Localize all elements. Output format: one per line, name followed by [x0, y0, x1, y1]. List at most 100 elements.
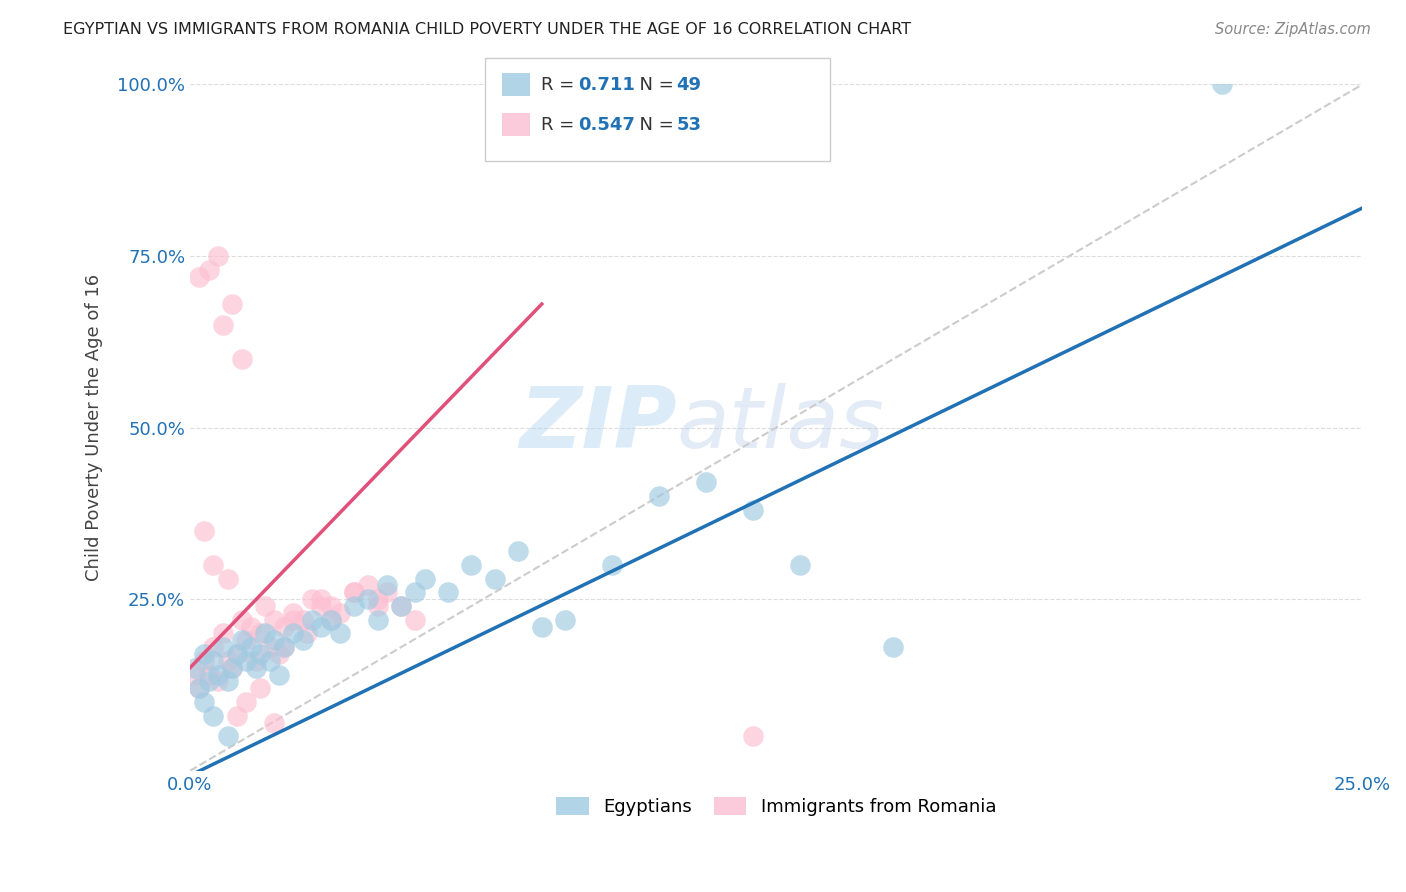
Point [375, 585, 398, 599]
Point [198, 674, 221, 689]
Point [367, 592, 389, 607]
Point [245, 654, 267, 668]
Text: R =: R = [541, 116, 581, 134]
Point [343, 599, 366, 613]
Point [367, 613, 389, 627]
Point [207, 249, 229, 263]
Point [193, 654, 215, 668]
Text: 53: 53 [676, 116, 702, 134]
Point [273, 619, 295, 633]
Point [221, 297, 243, 311]
Point [263, 633, 285, 648]
Point [460, 558, 482, 572]
Point [367, 599, 389, 613]
Text: Source: ZipAtlas.com: Source: ZipAtlas.com [1215, 22, 1371, 37]
Point [259, 640, 281, 655]
Point [269, 647, 291, 661]
Point [235, 695, 257, 709]
Point [329, 606, 352, 620]
Point [202, 654, 225, 668]
Point [311, 599, 333, 613]
Point [273, 640, 295, 655]
Point [188, 681, 211, 696]
Point [273, 640, 295, 655]
Point [202, 708, 225, 723]
Text: R =: R = [541, 76, 581, 94]
Point [249, 681, 271, 696]
Point [329, 626, 352, 640]
Point [357, 592, 380, 607]
Point [600, 558, 623, 572]
Point [291, 633, 314, 648]
Point [254, 626, 277, 640]
Point [198, 262, 221, 277]
Point [249, 626, 271, 640]
Point [301, 592, 323, 607]
Point [283, 606, 305, 620]
Text: EGYPTIAN VS IMMIGRANTS FROM ROMANIA CHILD POVERTY UNDER THE AGE OF 16 CORRELATIO: EGYPTIAN VS IMMIGRANTS FROM ROMANIA CHIL… [63, 22, 911, 37]
Point [202, 640, 225, 655]
Point [882, 640, 904, 655]
Point [212, 640, 235, 655]
Point [202, 558, 225, 572]
Point [207, 667, 229, 681]
Point [389, 599, 412, 613]
Point [263, 715, 285, 730]
Text: 0.547: 0.547 [578, 116, 634, 134]
Point [413, 572, 436, 586]
Point [207, 674, 229, 689]
Point [221, 661, 243, 675]
Text: ZIP: ZIP [519, 383, 676, 466]
Point [554, 613, 576, 627]
Point [695, 475, 717, 490]
Point [357, 578, 380, 592]
Point [217, 730, 239, 744]
Point [259, 654, 281, 668]
Point [217, 572, 239, 586]
Point [188, 269, 211, 284]
Point [404, 585, 426, 599]
Point [235, 654, 257, 668]
Point [217, 654, 239, 668]
Point [311, 619, 333, 633]
Point [741, 730, 763, 744]
Point [235, 633, 257, 648]
Point [184, 661, 207, 675]
Point [437, 585, 460, 599]
Point [484, 572, 506, 586]
Point [291, 613, 314, 627]
Point [263, 613, 285, 627]
Point [283, 613, 305, 627]
Point [311, 592, 333, 607]
Point [212, 318, 235, 332]
Point [226, 708, 249, 723]
Point [343, 585, 366, 599]
Point [508, 544, 530, 558]
Point [319, 599, 342, 613]
Point [789, 558, 811, 572]
Point [1211, 78, 1233, 92]
Point [648, 489, 671, 503]
Point [226, 647, 249, 661]
Text: 49: 49 [676, 76, 702, 94]
Text: N =: N = [628, 116, 681, 134]
Point [269, 667, 291, 681]
Point [193, 524, 215, 538]
Point [198, 667, 221, 681]
Point [389, 599, 412, 613]
Point [217, 674, 239, 689]
Point [240, 619, 263, 633]
Point [319, 613, 342, 627]
Point [240, 640, 263, 655]
Point [319, 613, 342, 627]
Point [226, 647, 249, 661]
Legend: Egyptians, Immigrants from Romania: Egyptians, Immigrants from Romania [550, 790, 1004, 823]
Point [530, 619, 553, 633]
Point [193, 695, 215, 709]
Text: 0.711: 0.711 [578, 76, 634, 94]
Point [254, 599, 277, 613]
Y-axis label: Child Poverty Under the Age of 16: Child Poverty Under the Age of 16 [86, 274, 103, 581]
Text: atlas: atlas [676, 383, 884, 466]
Point [212, 626, 235, 640]
Point [741, 503, 763, 517]
